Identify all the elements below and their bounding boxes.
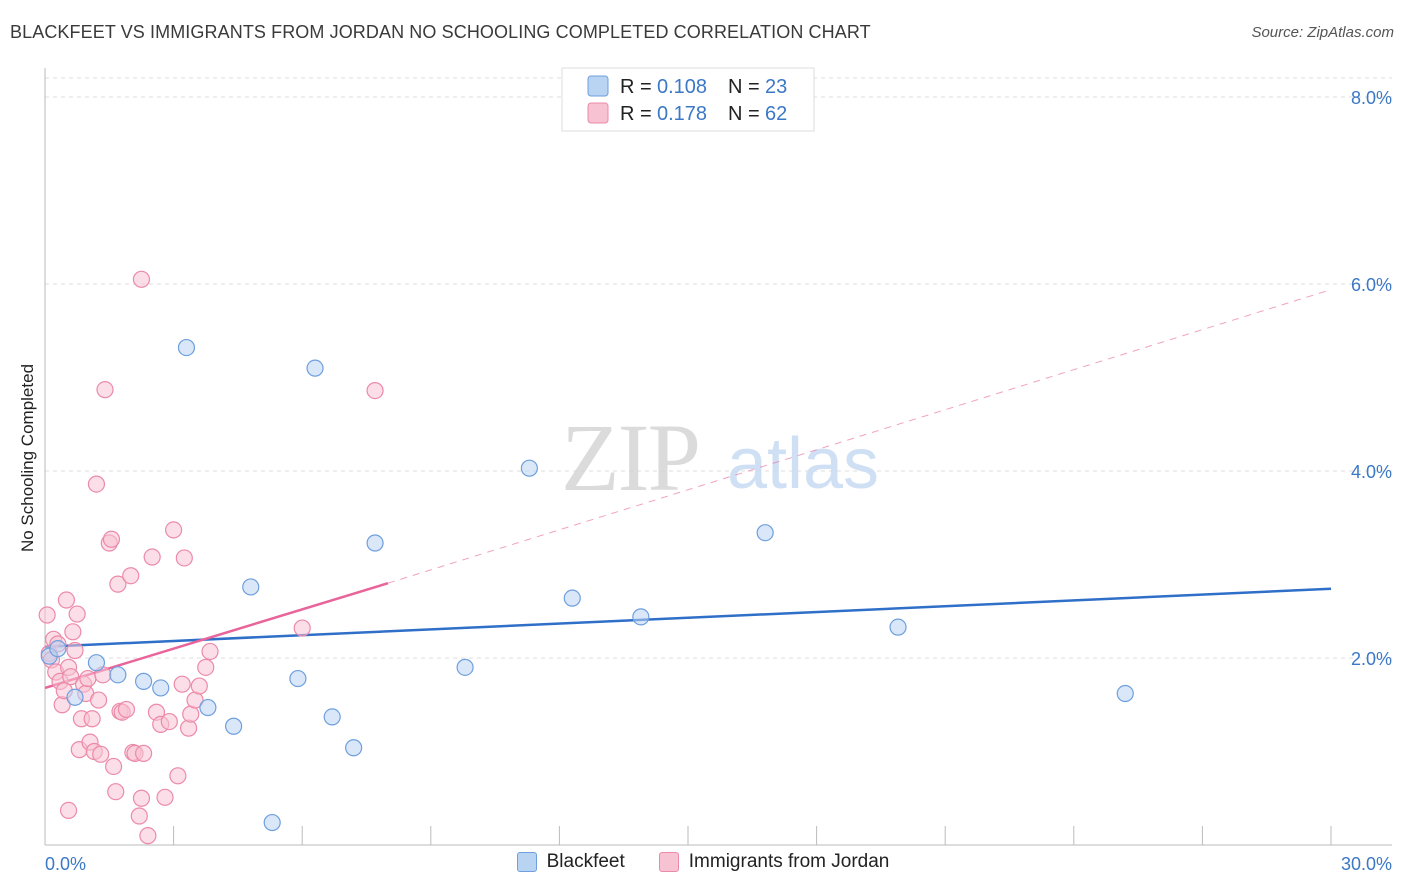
correlation-legend: R = 0.108 N = 23 R = 0.178 N = 62 [561, 67, 815, 132]
data-point-pink [96, 381, 114, 399]
data-point-pink [62, 668, 80, 686]
data-point-blue [177, 338, 196, 357]
data-point-pink [122, 567, 140, 585]
data-point-blue [306, 359, 324, 377]
grid-lines [45, 77, 1392, 659]
legend-r-value: 0.178 [657, 103, 707, 125]
data-point-blue [66, 688, 84, 706]
data-point-pink [293, 619, 311, 637]
data-point-blue [199, 698, 217, 717]
legend-swatch-blue [587, 75, 609, 97]
series-legend: Blackfeet Immigrants from Jordan [0, 851, 1406, 873]
legend-n-value: 62 [765, 103, 787, 125]
data-point-pink [102, 530, 121, 548]
data-point-pink [38, 606, 56, 624]
trend-line [44, 587, 1332, 649]
legend-label-jordan: Immigrants from Jordan [688, 851, 890, 872]
data-point-pink [366, 381, 384, 400]
source-label: Source: ZipAtlas.com [1251, 24, 1394, 41]
data-point-blue [225, 717, 243, 735]
data-point-pink [156, 788, 174, 806]
legend-swatch-pink [658, 852, 679, 872]
legend-n-label: N = [728, 76, 760, 98]
data-point-pink [104, 757, 123, 776]
data-points [38, 270, 1134, 845]
data-point-pink [132, 789, 151, 807]
y-tick-label: 8.0% [1351, 88, 1392, 108]
data-point-pink [197, 658, 215, 676]
data-point-pink [109, 575, 127, 593]
legend-r-label: R = [620, 103, 652, 125]
data-point-blue [49, 640, 67, 658]
data-point-blue [242, 578, 260, 596]
data-point-blue [632, 608, 650, 626]
data-point-pink [173, 675, 191, 693]
data-point-pink [139, 827, 157, 845]
data-point-pink [79, 669, 97, 688]
data-point-blue [152, 679, 170, 697]
data-point-pink [89, 691, 108, 709]
data-point-pink [68, 605, 86, 623]
data-point-pink [175, 549, 193, 567]
legend-label-blackfeet: Blackfeet [546, 851, 625, 872]
x-tick-label-min: 0.0% [45, 854, 86, 874]
data-point-blue [520, 459, 538, 477]
data-point-pink [169, 767, 187, 785]
data-point-blue [263, 813, 281, 832]
data-point-pink [201, 642, 219, 661]
legend-r-label: R = [620, 76, 652, 98]
y-tick-label: 6.0% [1351, 275, 1392, 295]
legend-item-jordan[interactable]: Immigrants from Jordan [658, 851, 890, 873]
trend-line-extension [387, 289, 1332, 584]
data-point-pink [160, 712, 178, 731]
data-point-pink [57, 591, 76, 609]
data-point-pink [87, 475, 106, 493]
watermark-zip: ZIP [561, 404, 699, 511]
data-point-blue [456, 658, 474, 676]
data-point-blue [345, 739, 363, 757]
data-point-pink [66, 641, 84, 660]
data-point-pink [83, 710, 101, 728]
x-tick-label-max: 30.0% [1341, 854, 1392, 874]
legend-swatch-blue [516, 852, 537, 872]
data-point-blue [289, 669, 307, 688]
data-point-pink [92, 745, 110, 763]
data-point-pink [64, 623, 82, 641]
watermark: ZIP atlas [561, 404, 879, 511]
data-point-blue [134, 672, 153, 690]
data-point-blue [87, 654, 106, 672]
axes [44, 68, 1392, 846]
data-point-pink [132, 270, 151, 288]
data-point-blue [366, 534, 384, 552]
data-point-blue [1116, 684, 1134, 703]
data-point-pink [117, 700, 136, 719]
data-point-blue [889, 618, 907, 636]
legend-swatch-pink [587, 102, 609, 124]
tick-labels: 2.0% 4.0% 6.0% 8.0% 0.0% 30.0% [45, 88, 1392, 874]
data-point-blue [109, 666, 127, 684]
data-point-blue [323, 708, 341, 726]
y-tick-label: 2.0% [1351, 649, 1392, 669]
data-point-blue [563, 589, 581, 607]
data-point-blue [756, 524, 774, 542]
data-point-pink [165, 521, 183, 539]
legend-n-value: 23 [765, 76, 787, 98]
legend-item-blackfeet[interactable]: Blackfeet [516, 851, 625, 873]
data-point-pink [180, 719, 198, 737]
chart-title: BLACKFEET VS IMMIGRANTS FROM JORDAN NO S… [10, 22, 871, 42]
data-point-pink [59, 801, 78, 820]
data-point-pink [134, 744, 153, 762]
data-point-pink [130, 807, 148, 825]
watermark-atlas: atlas [727, 424, 879, 504]
legend-n-label: N = [728, 103, 760, 125]
data-point-pink [107, 783, 125, 801]
y-tick-label: 4.0% [1351, 462, 1392, 482]
data-point-pink [143, 548, 161, 566]
legend-r-value: 0.108 [657, 76, 707, 98]
data-point-pink [190, 677, 208, 695]
